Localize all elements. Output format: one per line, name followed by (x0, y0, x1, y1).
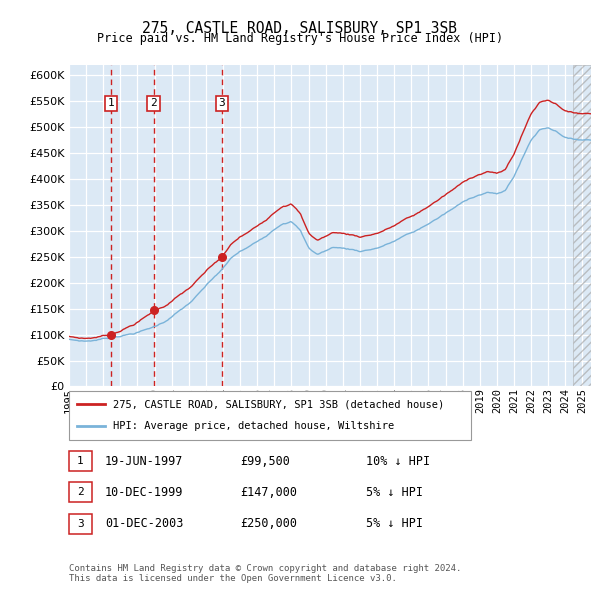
Text: 275, CASTLE ROAD, SALISBURY, SP1 3SB (detached house): 275, CASTLE ROAD, SALISBURY, SP1 3SB (de… (113, 399, 445, 409)
Text: Price paid vs. HM Land Registry's House Price Index (HPI): Price paid vs. HM Land Registry's House … (97, 32, 503, 45)
FancyBboxPatch shape (69, 391, 471, 440)
Text: 2: 2 (77, 487, 84, 497)
Text: Contains HM Land Registry data © Crown copyright and database right 2024.
This d: Contains HM Land Registry data © Crown c… (69, 563, 461, 583)
Bar (572, 65, 591, 386)
Text: £99,500: £99,500 (240, 454, 290, 468)
Text: 10% ↓ HPI: 10% ↓ HPI (366, 454, 430, 468)
Text: 01-DEC-2003: 01-DEC-2003 (105, 517, 184, 530)
Bar (572, 65, 591, 386)
Text: 275, CASTLE ROAD, SALISBURY, SP1 3SB: 275, CASTLE ROAD, SALISBURY, SP1 3SB (143, 21, 458, 35)
Text: £147,000: £147,000 (240, 486, 297, 499)
Text: 10-DEC-1999: 10-DEC-1999 (105, 486, 184, 499)
Text: 2: 2 (150, 99, 157, 109)
Text: 5% ↓ HPI: 5% ↓ HPI (366, 486, 423, 499)
Text: 3: 3 (218, 99, 225, 109)
Text: 5% ↓ HPI: 5% ↓ HPI (366, 517, 423, 530)
Text: 1: 1 (77, 456, 84, 466)
Text: £250,000: £250,000 (240, 517, 297, 530)
Text: 19-JUN-1997: 19-JUN-1997 (105, 454, 184, 468)
Text: 3: 3 (77, 519, 84, 529)
Text: HPI: Average price, detached house, Wiltshire: HPI: Average price, detached house, Wilt… (113, 421, 394, 431)
Text: 1: 1 (108, 99, 115, 109)
